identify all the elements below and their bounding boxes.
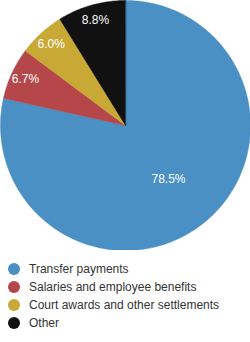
svg-text:8.8%: 8.8% <box>82 13 110 27</box>
svg-text:78.5%: 78.5% <box>151 172 185 186</box>
html-text:Court awards and other settlem: Court awards and other settlements <box>29 298 220 312</box>
html-text:Salaries and employee benefits: Salaries and employee benefits <box>29 280 197 294</box>
html-text:Transfer payments: Transfer payments <box>29 262 129 276</box>
svg-text:6.7%: 6.7% <box>12 72 40 86</box>
html-text:Other: Other <box>29 316 59 330</box>
svg-text:6.0%: 6.0% <box>38 37 66 51</box>
